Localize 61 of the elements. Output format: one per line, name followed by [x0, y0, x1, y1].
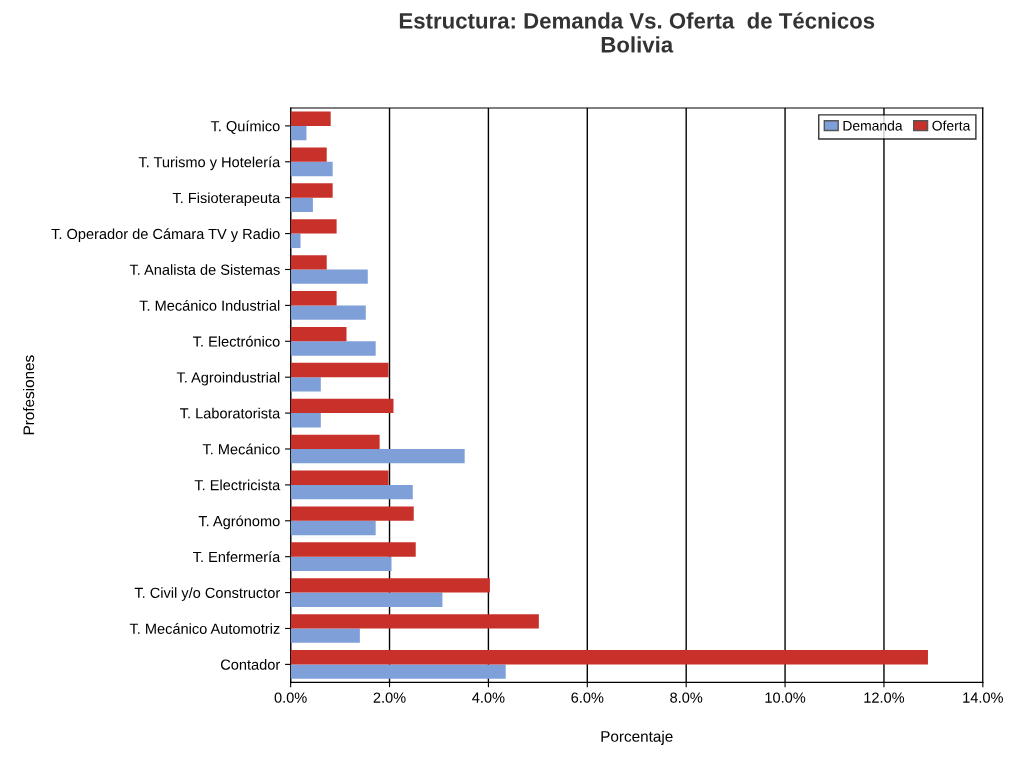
y-tick-label: T. Analista de Sistemas — [129, 264, 280, 275]
bar — [290, 506, 414, 521]
x-tick-label: 8.0% — [670, 692, 703, 703]
y-tick-label: T. Operador de Cámara TV y Radio — [51, 228, 280, 242]
bar — [290, 341, 376, 356]
y-tick-label: Contador — [220, 659, 280, 670]
bar — [290, 269, 368, 284]
legend-label: Oferta — [932, 120, 971, 131]
y-tick-label: T. Agroindustrial — [176, 371, 280, 386]
bar — [290, 556, 392, 572]
y-tick-label: T. Químico — [210, 120, 280, 134]
bar — [290, 111, 331, 126]
bar — [290, 413, 321, 428]
x-axis-title: Porcentaje — [601, 730, 673, 745]
bar — [290, 650, 928, 665]
bar — [290, 470, 389, 485]
y-tick-label: T. Fisioterapeuta — [172, 192, 281, 206]
bar — [290, 542, 416, 557]
x-tick-label: 6.0% — [571, 692, 604, 703]
bar — [290, 183, 333, 198]
bar — [290, 125, 307, 141]
bar — [290, 664, 506, 679]
bar — [290, 434, 380, 449]
x-tick-label: 14.0% — [963, 692, 1003, 703]
y-tick-label: T. Mecánico Automotriz — [129, 623, 280, 634]
bar — [290, 377, 321, 392]
y-tick-label: T. Agrónomo — [198, 515, 280, 530]
bar — [290, 326, 347, 342]
bar — [290, 291, 337, 306]
x-tick-label: 10.0% — [765, 692, 806, 703]
bar — [290, 255, 327, 270]
chart-title: Estructura: Demanda Vs. Oferta de Técnicos Bolivia — [399, 12, 875, 53]
bar — [290, 233, 301, 248]
bar — [290, 628, 360, 643]
y-tick-label: T. Electrónico — [193, 335, 280, 347]
y-tick-label: T. Mecánico Industrial — [139, 299, 280, 311]
bar — [290, 614, 539, 629]
bar — [290, 147, 327, 162]
bar — [290, 219, 337, 234]
bar — [290, 197, 313, 213]
y-tick-label: T. Electricista — [194, 479, 281, 491]
x-tick-label: 4.0% — [472, 692, 505, 703]
y-axis-title: Profesiones — [22, 355, 35, 435]
bar — [290, 520, 376, 536]
y-tick-label: T. Laboratorista — [180, 407, 281, 419]
bar — [290, 592, 443, 607]
x-tick-label: 12.0% — [864, 692, 905, 703]
y-tick-label: T. Mecánico — [202, 443, 280, 455]
legend-label: Demanda — [843, 120, 903, 131]
bar — [290, 161, 333, 177]
bar — [290, 398, 394, 414]
bar — [290, 305, 366, 320]
y-tick-label: T. Enfermería — [193, 551, 281, 563]
x-tick-label: 2.0% — [373, 692, 406, 703]
y-tick-label: T. Civil y/o Constructor — [134, 587, 280, 601]
bar — [290, 362, 389, 378]
bar — [290, 484, 413, 500]
bar — [290, 578, 490, 593]
bar — [290, 448, 465, 464]
y-tick-label: T. Turismo y Hotelería — [138, 156, 281, 171]
x-tick-label: 0.0% — [274, 692, 307, 703]
